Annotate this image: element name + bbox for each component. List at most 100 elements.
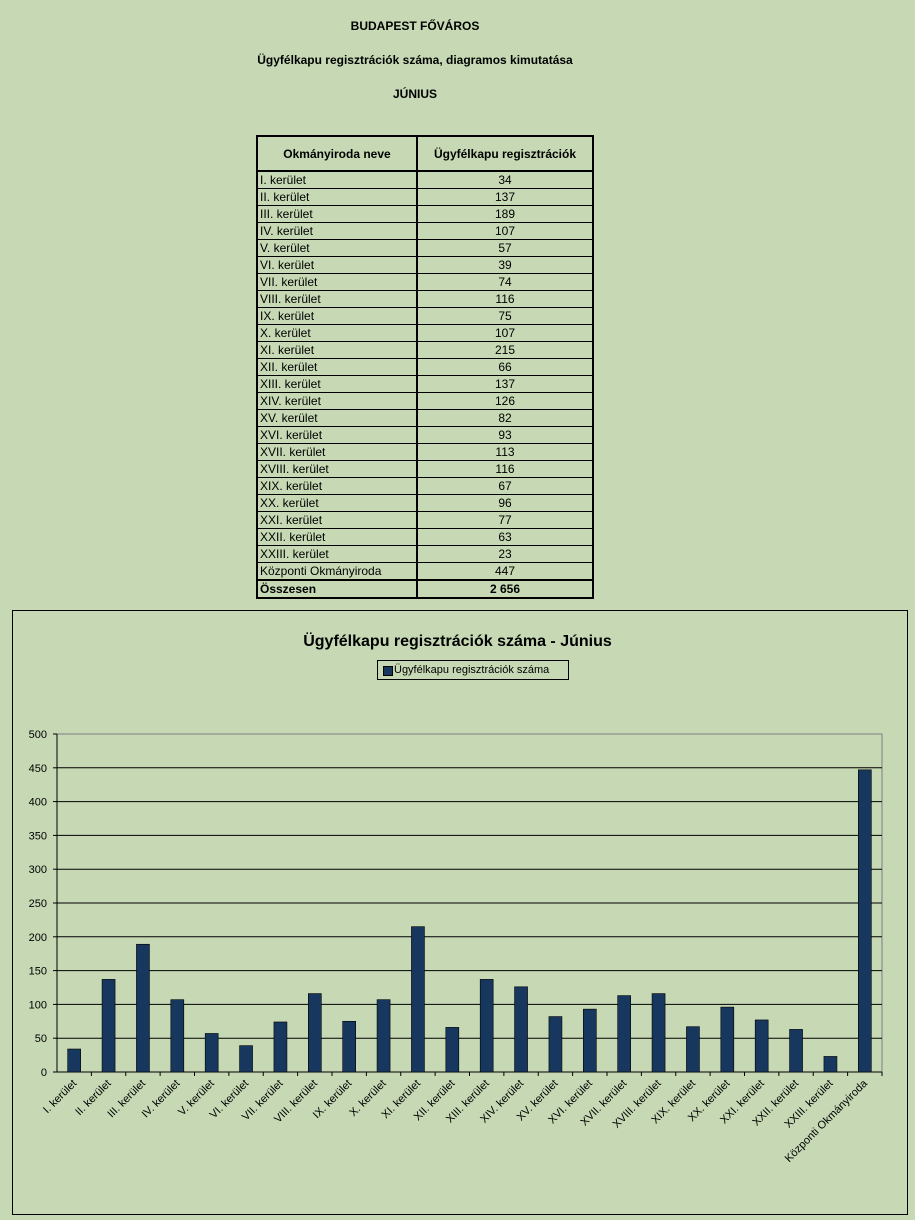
table-row: XX. kerület 96 (256, 494, 594, 512)
table-row: XVIII. kerület 116 (256, 460, 594, 478)
y-tick-label: 400 (29, 797, 47, 809)
office-name-cell: XIX. kerület (256, 477, 418, 495)
table-row: XIV. kerület 126 (256, 392, 594, 410)
total-value-cell: 2 656 (416, 579, 594, 599)
bar (514, 986, 528, 1073)
office-name-cell: VI. kerület (256, 256, 418, 274)
bar (583, 1008, 597, 1073)
office-name-cell: XV. kerület (256, 409, 418, 427)
office-name-cell: XVI. kerület (256, 426, 418, 444)
office-name-cell: XII. kerület (256, 358, 418, 376)
office-name-cell: XIII. kerület (256, 375, 418, 393)
registration-count-cell: 116 (416, 460, 594, 478)
registration-count-cell: 113 (416, 443, 594, 461)
table-row: VIII. kerület 116 (256, 290, 594, 308)
bar (308, 993, 322, 1073)
legend-label: Ügyfélkapu regisztrációk száma (394, 664, 550, 676)
table-row: VII. kerület 74 (256, 273, 594, 291)
table-row: I. kerület 34 (256, 171, 594, 189)
office-name-cell: XI. kerület (256, 341, 418, 359)
table-row: IX. kerület 75 (256, 307, 594, 325)
office-name-cell: V. kerület (256, 239, 418, 257)
bar (170, 999, 185, 1073)
registration-count-cell: 137 (416, 188, 594, 206)
registration-count-cell: 93 (416, 426, 594, 444)
registration-count-cell: 137 (416, 375, 594, 393)
bar (789, 1029, 803, 1073)
registration-count-cell: 66 (416, 358, 594, 376)
chart-legend: Ügyfélkapu regisztrációk száma (377, 660, 569, 680)
table-row: VI. kerület 39 (256, 256, 594, 274)
office-name-cell: XVII. kerület (256, 443, 418, 461)
registration-count-cell: 39 (416, 256, 594, 274)
registration-count-cell: 189 (416, 205, 594, 223)
office-name-cell: IV. kerület (256, 222, 418, 240)
table-header-registrations: Ügyfélkapu regisztrációk (416, 135, 594, 172)
y-tick-label: 200 (29, 932, 47, 944)
registration-count-cell: 447 (416, 562, 594, 581)
bar (342, 1020, 356, 1073)
bar (823, 1056, 838, 1073)
table-row: XIII. kerület 137 (256, 375, 594, 393)
legend-swatch (383, 666, 393, 676)
table-row: III. kerület 189 (256, 205, 594, 223)
table-row: XXII. kerület 63 (256, 528, 594, 546)
report-subtitle: Ügyfélkapu regisztrációk száma, diagramo… (257, 53, 573, 67)
y-tick-label: 450 (29, 763, 47, 775)
table-row: XXIII. kerület 23 (256, 545, 594, 563)
table-row: XII. kerület 66 (256, 358, 594, 376)
report-title: BUDAPEST FŐVÁROS (350, 19, 480, 33)
office-name-cell: XXI. kerület (256, 511, 418, 529)
bar (67, 1048, 81, 1073)
bar (445, 1027, 460, 1073)
y-tick-label: 500 (29, 729, 47, 741)
office-name-cell: I. kerület (256, 171, 418, 189)
y-tick-label: 50 (35, 1033, 47, 1045)
bar (548, 1016, 563, 1073)
table-row: XV. kerület 82 (256, 409, 594, 427)
registration-count-cell: 57 (416, 239, 594, 257)
bar (651, 993, 666, 1073)
bar (411, 926, 425, 1073)
office-name-cell: XXIII. kerület (256, 545, 418, 563)
registration-count-cell: 126 (416, 392, 594, 410)
office-name-cell: X. kerület (256, 324, 418, 342)
registration-count-cell: 215 (416, 341, 594, 359)
bar (720, 1006, 735, 1073)
office-name-cell: IX. kerület (256, 307, 418, 325)
bar (204, 1033, 219, 1073)
table-row: XXI. kerület 77 (256, 511, 594, 529)
x-tick-label: IV. kerület (140, 1078, 183, 1121)
chart-title: Ügyfélkapu regisztrációk száma - Június (303, 633, 612, 650)
bar (376, 999, 391, 1073)
y-tick-label: 0 (41, 1067, 47, 1079)
bar (754, 1019, 769, 1073)
registration-count-cell: 82 (416, 409, 594, 427)
total-row: Összesen 2 656 (256, 579, 594, 599)
table-row: XI. kerület 215 (256, 341, 594, 359)
table-row: II. kerület 137 (256, 188, 594, 206)
office-name-cell: III. kerület (256, 205, 418, 223)
bar (239, 1045, 253, 1073)
table-row: XVI. kerület 93 (256, 426, 594, 444)
registration-count-cell: 96 (416, 494, 594, 512)
table-row: XVII. kerület 113 (256, 443, 594, 461)
report-month: JÚNIUS (392, 87, 437, 101)
y-tick-label: 150 (29, 966, 47, 978)
office-name-cell: XIV. kerület (256, 392, 418, 410)
office-name-cell: II. kerület (256, 188, 418, 206)
registration-count-cell: 23 (416, 545, 594, 563)
bar (858, 769, 872, 1073)
registration-count-cell: 107 (416, 222, 594, 240)
y-tick-label: 350 (29, 830, 47, 842)
y-tick-label: 250 (29, 898, 47, 910)
office-name-cell: VII. kerület (256, 273, 418, 291)
registration-count-cell: 67 (416, 477, 594, 495)
registration-count-cell: 74 (416, 273, 594, 291)
office-name-cell: XXII. kerület (256, 528, 418, 546)
registration-count-cell: 77 (416, 511, 594, 529)
registration-count-cell: 63 (416, 528, 594, 546)
registration-count-cell: 107 (416, 324, 594, 342)
table-header-office: Okmányiroda neve (256, 135, 418, 172)
